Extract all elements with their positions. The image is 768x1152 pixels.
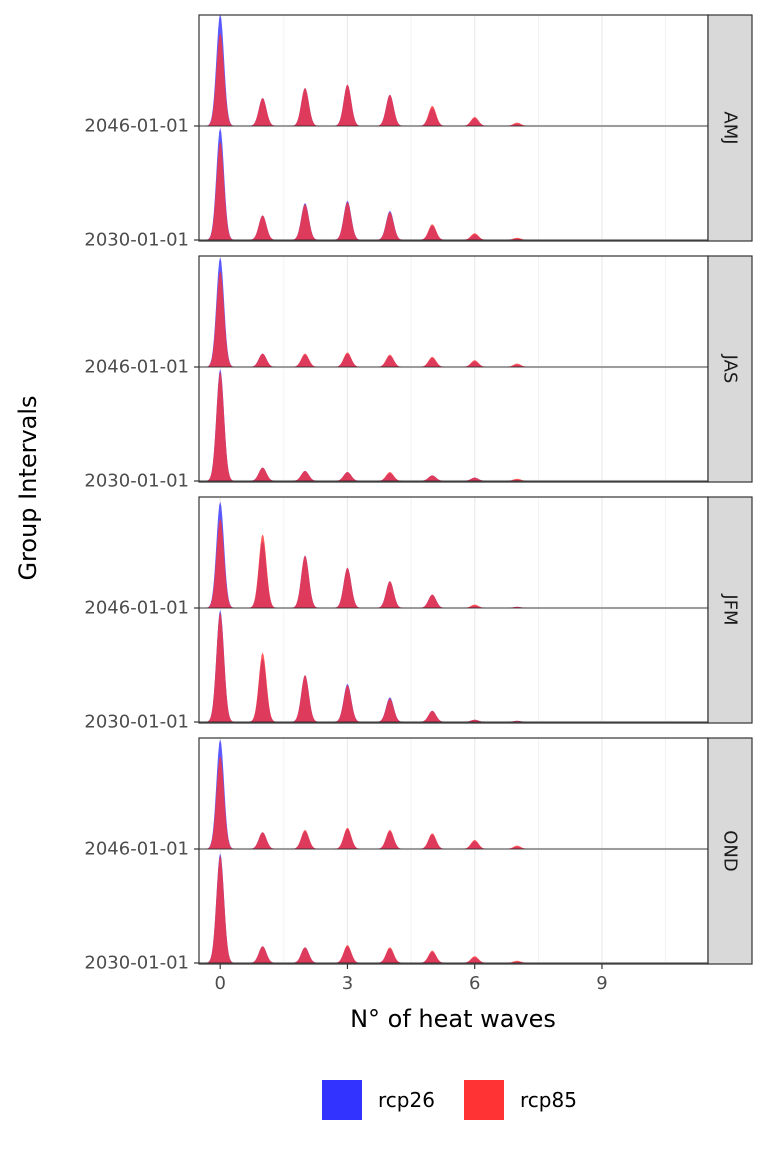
- facet-strip-label: JAS: [720, 354, 741, 384]
- y-axis-title: Group Intervals: [14, 395, 42, 580]
- x-tick-label: 3: [342, 973, 353, 994]
- facet-strip: [707, 496, 753, 724]
- facet-strip-label: JFM: [720, 593, 741, 625]
- y-tick-label: 2030-01-01: [84, 953, 189, 974]
- facet-strip: [707, 14, 753, 242]
- legend-label-rcp26: rcp26: [378, 1088, 435, 1112]
- facet-strip-label: OND: [720, 830, 741, 872]
- x-tick-label: 6: [469, 973, 480, 994]
- x-tick-label: 0: [214, 973, 225, 994]
- panel-background: [199, 256, 708, 482]
- legend-key-rcp85: [464, 1080, 504, 1120]
- x-axis-title: N° of heat waves: [350, 1005, 556, 1033]
- facet-panel-jfm: JFM 2030-01-01 2046-01-01: [84, 496, 753, 733]
- y-tick-label: 2030-01-01: [84, 712, 189, 733]
- x-axis: 0 3 6 9: [214, 964, 608, 994]
- facet-panel-jas: JAS 2030-01-01 2046-01-01: [84, 255, 753, 492]
- facet-panel-amj: AMJ 2030-01-01 2046-01-01: [84, 14, 753, 251]
- facet-strip: [707, 737, 753, 965]
- facet-strip: [707, 255, 753, 483]
- y-tick-label: 2030-01-01: [84, 230, 189, 251]
- y-tick-label: 2046-01-01: [84, 116, 189, 137]
- panel-background: [199, 738, 708, 964]
- panel-background: [199, 15, 708, 241]
- facet-panel-ond: OND 2030-01-01 2046-01-01: [84, 737, 753, 974]
- y-tick-label: 2046-01-01: [84, 839, 189, 860]
- panel-background: [199, 497, 708, 723]
- legend: rcp26 rcp85: [322, 1080, 577, 1120]
- y-tick-label: 2030-01-01: [84, 471, 189, 492]
- legend-label-rcp85: rcp85: [520, 1088, 577, 1112]
- x-tick-label: 9: [596, 973, 607, 994]
- legend-key-rcp26: [322, 1080, 362, 1120]
- y-tick-label: 2046-01-01: [84, 598, 189, 619]
- facet-panels: AMJ 2030-01-01 2046-01-01 JAS 2030-01-01 2046…: [84, 14, 753, 974]
- y-tick-label: 2046-01-01: [84, 357, 189, 378]
- facet-strip-label: AMJ: [720, 111, 741, 144]
